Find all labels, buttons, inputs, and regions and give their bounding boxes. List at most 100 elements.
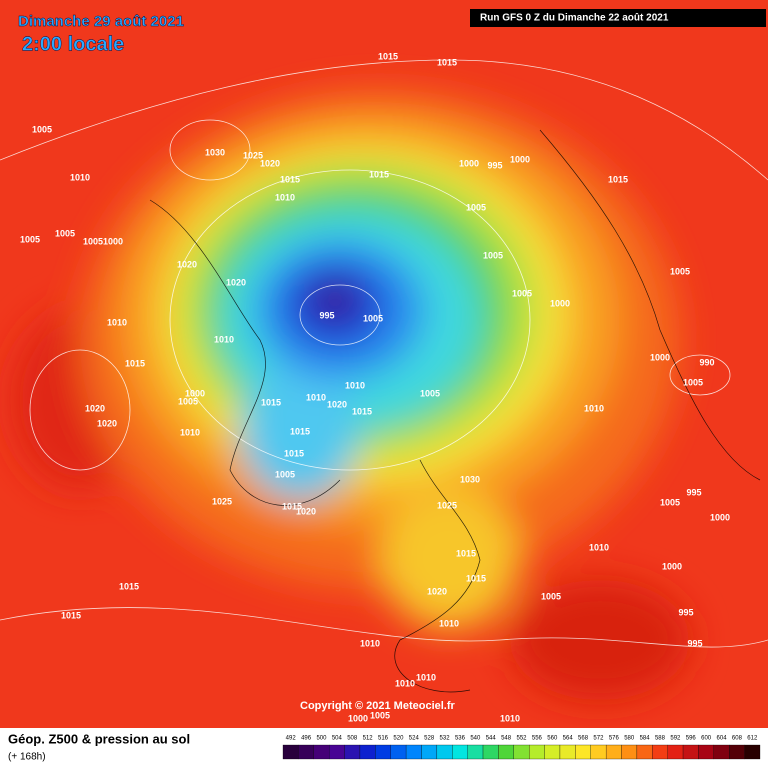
- isobar-label: 1005: [483, 250, 503, 260]
- scale-swatch: [621, 744, 638, 760]
- scale-label: 564: [563, 736, 574, 742]
- scale-label: 492: [286, 736, 297, 742]
- scale-label: 580: [624, 736, 635, 742]
- isobar-label: 1015: [282, 501, 302, 511]
- scale-label: 552: [516, 736, 527, 742]
- isobar-label: 1015: [378, 51, 398, 61]
- isobar-label: 1000: [710, 512, 730, 522]
- scale-label: 604: [717, 736, 728, 742]
- scale-swatch: [605, 744, 622, 760]
- scale-swatch: [698, 744, 714, 760]
- scale-swatch: [652, 744, 668, 760]
- scale-label: 596: [686, 736, 697, 742]
- scale-label: 520: [393, 736, 404, 742]
- isobar-label: 1010: [214, 334, 234, 344]
- isobar-label: 1010: [275, 192, 295, 202]
- isobar-label: 1020: [260, 158, 280, 168]
- scale-label: 504: [332, 736, 343, 742]
- scale-swatch: [421, 744, 438, 760]
- scale-label: 608: [732, 736, 743, 742]
- isobar-label: 1010: [500, 713, 520, 723]
- scale-label: 576: [609, 736, 620, 742]
- scale-swatch: [436, 744, 453, 760]
- date: Dimanche 29 août 2021: [18, 13, 184, 30]
- scale-swatch: [452, 744, 468, 760]
- isobar-label: 1015: [608, 174, 628, 184]
- isobar-label: 1005: [512, 288, 532, 298]
- isobar-label: 1005: [466, 202, 486, 212]
- scale-label: 560: [547, 736, 558, 742]
- scale-label: 512: [363, 736, 374, 742]
- isobar-label: 1010: [439, 618, 459, 628]
- isobar-label: 1005: [541, 591, 561, 601]
- isobar-label: 1015: [125, 358, 145, 368]
- isobar-label: 1020: [177, 259, 197, 269]
- time: 2:00 locale: [22, 33, 124, 55]
- scale-swatch: [344, 744, 361, 760]
- isobar-label: 1000: [103, 236, 123, 246]
- footer-title: Géop. Z500 & pression au sol: [8, 731, 190, 746]
- isobar-label: 1020: [296, 506, 316, 516]
- isobar-label: 1010: [360, 638, 380, 648]
- isobar-label: 1000: [550, 298, 570, 308]
- scale-swatch: [298, 744, 314, 760]
- isobar-label: 1005: [32, 124, 52, 134]
- run-box: [470, 9, 766, 27]
- scale-label: 556: [532, 736, 543, 742]
- isobar-label: 1020: [327, 399, 347, 409]
- scale-label: 532: [440, 736, 451, 742]
- isobar-label: 1000: [348, 713, 368, 723]
- scale-swatch: [282, 744, 299, 760]
- isobar-label: 995: [678, 607, 693, 617]
- scale-label: 496: [301, 736, 312, 742]
- scale-swatch: [575, 744, 591, 760]
- isobar-label: 1015: [437, 57, 457, 67]
- scale-label: 516: [378, 736, 389, 742]
- isobar-label: 995: [319, 310, 334, 320]
- isobar-label: 995: [687, 638, 702, 648]
- isobar-label: 1015: [352, 406, 372, 416]
- scale-swatch: [482, 744, 499, 760]
- isobar-label: 1020: [226, 277, 246, 287]
- scale-swatch: [375, 744, 391, 760]
- isobar-label: 1010: [416, 672, 436, 682]
- isobar-label: 1015: [466, 573, 486, 583]
- isobar-label: 1000: [459, 158, 479, 168]
- isobar-label: 1015: [290, 426, 310, 436]
- scale-swatch: [329, 744, 345, 760]
- isobar-label: 1020: [97, 418, 117, 428]
- isobar-label: 1010: [180, 427, 200, 437]
- isobar-label: 1025: [437, 500, 457, 510]
- scale-label: 524: [409, 736, 420, 742]
- isobar-label: 1015: [456, 548, 476, 558]
- scale-swatch: [682, 744, 699, 760]
- scale-swatch: [498, 744, 514, 760]
- isobar-label: 1000: [662, 561, 682, 571]
- scale-swatch: [405, 744, 422, 760]
- isobar-label: 1010: [589, 542, 609, 552]
- coastlines: [149, 129, 761, 693]
- scale-label: 544: [486, 736, 497, 742]
- scale-swatch: [590, 744, 607, 760]
- isobar-label: 1005: [275, 469, 295, 479]
- scale-label: 528: [424, 736, 435, 742]
- scale-label: 600: [701, 736, 712, 742]
- isobar-label: 1000: [650, 352, 670, 362]
- scale-swatch: [529, 744, 545, 760]
- isobar-label: 1005: [55, 228, 75, 238]
- scale-label: 500: [316, 736, 327, 742]
- scale-label: 536: [455, 736, 466, 742]
- isobar-label: 1005: [370, 710, 390, 720]
- isobar-label: 1005: [660, 497, 680, 507]
- isobar-label: 1010: [70, 172, 90, 182]
- scale-swatch: [544, 744, 561, 760]
- isobars: [0, 59, 768, 648]
- isobar-label: 1015: [284, 448, 304, 458]
- isobar-label: 1005: [683, 377, 703, 387]
- scale-label: 572: [593, 736, 604, 742]
- isobar-label: 1010: [306, 392, 326, 402]
- scale-label: 592: [670, 736, 681, 742]
- scale-swatch: [390, 744, 407, 760]
- scale-label: 548: [501, 736, 512, 742]
